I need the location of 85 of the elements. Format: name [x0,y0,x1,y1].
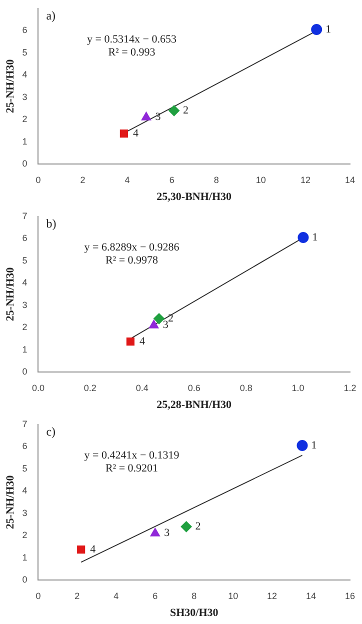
chart-title: c) [46,424,56,439]
y-tick-label: 0 [22,366,28,376]
x-tick-label: 0 [36,590,41,601]
point [149,320,159,328]
annotation: 1 [326,23,332,36]
x-tick-label: 6 [152,590,158,601]
point [126,338,134,346]
x-tick-label: 10 [228,590,238,601]
annotation: 4 [139,335,146,348]
point [141,112,152,120]
point [298,232,309,244]
y-tick-label: 6 [22,25,28,36]
y-tick-label: 4 [22,70,28,80]
y-axis-title: 25-NH/H30 [4,58,16,114]
point [77,546,86,554]
annotation: y = 0.4241x − 0.1319 [84,449,180,462]
y-tick-label: 1 [22,136,28,146]
x-axis-title: 25,28-BNH/H30 [156,399,232,412]
y-tick-label: 5 [22,463,28,474]
x-tick-label: 4 [124,174,130,185]
point [168,105,180,116]
annotation: R² = 0.9201 [105,462,158,474]
x-tick-label: 0 [36,174,41,185]
y-tick-label: 2 [22,322,28,332]
point [296,440,308,452]
x-tick-label: 0.6 [188,382,200,393]
annotation: R² = 0.993 [108,46,156,58]
x-tick-label: 0.4 [136,382,148,393]
y-axis-title: 25-NH/H30 [4,266,16,322]
y-tick-label: 0 [22,574,28,584]
y-tick-label: 3 [22,92,28,102]
x-tick-label: 10 [256,174,266,185]
x-tick-label: 1.2 [344,382,356,393]
annotation: R² = 0.9978 [105,254,159,266]
annotation: 4 [132,127,139,140]
annotation: 1 [312,231,318,244]
chart-title: b) [46,216,56,231]
point [311,24,322,36]
point [150,528,160,536]
x-tick-label: 14 [344,174,356,185]
point [154,313,165,324]
x-tick-label: 0.8 [240,382,252,393]
chart-title: a) [46,8,56,23]
x-tick-label: 4 [114,590,119,601]
y-tick-label: 0 [22,158,28,168]
x-tick-label: 0.2 [84,382,96,393]
annotation: 2 [168,312,174,325]
annotation: y = 0.5314x − 0.653 [87,33,177,46]
x-tick-label: 12 [300,174,310,185]
x-tick-label: 2 [74,590,80,601]
x-axis-title: SH30/H30 [170,607,219,620]
point [120,130,128,138]
annotation: 2 [195,520,201,533]
annotation: 3 [164,527,170,540]
x-tick-label: 16 [344,590,356,601]
y-tick-label: 2 [22,114,28,124]
y-tick-label: 6 [22,233,28,244]
x-tick-label: 1.0 [292,382,304,393]
annotation: 1 [311,439,317,452]
y-tick-label: 7 [22,210,28,221]
point [180,521,192,532]
x-tick-label: 8 [192,590,197,601]
annotation: 2 [183,104,189,117]
y-tick-label: 4 [22,486,28,496]
annotation: y = 6.8289x − 0.9286 [84,241,180,254]
x-tick-label: 6 [169,174,174,185]
x-tick-label: 2 [80,174,86,185]
y-tick-label: 3 [22,300,28,310]
y-tick-label: 7 [22,418,28,429]
y-tick-label: 5 [22,47,28,58]
x-tick-label: 8 [214,174,219,185]
x-axis-title: 25,30-BNH/H30 [156,191,232,204]
y-tick-label: 2 [22,530,28,540]
y-tick-label: 3 [22,508,28,518]
y-axis-title: 25-NH/H30 [4,474,16,530]
annotation: 4 [90,543,96,556]
y-tick-label: 1 [22,552,28,562]
y-tick-label: 5 [22,255,28,266]
x-tick-label: 12 [267,590,278,601]
y-tick-label: 4 [22,278,28,288]
x-tick-label: 0.0 [32,382,44,393]
annotation: 3 [162,319,169,332]
y-tick-label: 1 [22,344,28,354]
y-tick-label: 6 [22,441,28,452]
x-tick-label: 14 [306,590,316,601]
